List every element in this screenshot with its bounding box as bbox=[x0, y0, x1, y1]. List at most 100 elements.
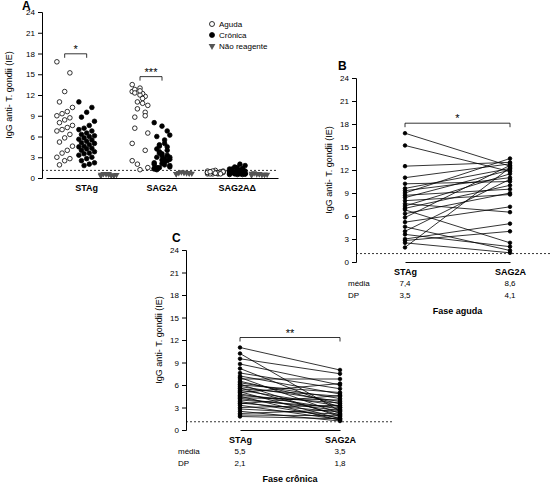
data-point bbox=[338, 417, 342, 421]
tick-label: 18 bbox=[170, 291, 179, 300]
tick-label: 9 bbox=[345, 189, 350, 198]
legend-label: Aguda bbox=[219, 20, 243, 29]
tick: 6 bbox=[31, 133, 42, 142]
tick: 15 bbox=[26, 70, 42, 79]
tick-label: 3 bbox=[175, 404, 180, 413]
data-point bbox=[403, 216, 407, 220]
legend-label: Crônica bbox=[219, 31, 247, 40]
stats-label: DP bbox=[178, 459, 189, 468]
tick-label: 6 bbox=[345, 212, 350, 221]
data-point bbox=[248, 172, 254, 177]
data-point bbox=[508, 251, 512, 255]
tick-label: 21 bbox=[26, 29, 35, 38]
cutoff-line bbox=[186, 421, 392, 422]
tick-mark bbox=[38, 137, 42, 138]
axis-line bbox=[241, 430, 341, 431]
tick: 21 bbox=[26, 29, 42, 38]
data-point bbox=[243, 172, 248, 177]
tick-mark bbox=[352, 239, 356, 240]
data-point bbox=[57, 100, 62, 105]
tick-mark bbox=[38, 54, 42, 55]
data-point bbox=[79, 115, 84, 120]
data-point bbox=[55, 129, 60, 134]
data-point bbox=[157, 151, 162, 156]
data-point bbox=[106, 172, 112, 177]
data-point bbox=[403, 208, 407, 212]
data-point bbox=[65, 109, 70, 114]
data-point bbox=[90, 155, 95, 160]
tick: 9 bbox=[175, 359, 186, 368]
pair-line bbox=[405, 207, 510, 222]
tick-mark bbox=[352, 170, 356, 171]
tick-label: 0 bbox=[175, 426, 180, 435]
data-point bbox=[338, 377, 342, 381]
data-point bbox=[403, 144, 407, 148]
pair-line bbox=[405, 193, 510, 214]
data-point bbox=[508, 241, 512, 245]
data-point bbox=[77, 127, 82, 132]
tick: STAg bbox=[394, 267, 417, 277]
data-point bbox=[62, 136, 67, 141]
data-point bbox=[256, 172, 262, 177]
pair-line bbox=[405, 168, 510, 248]
panel-c: 03691215182124STAgSAG2AIgG anti- T. gond… bbox=[154, 231, 392, 484]
pair-line bbox=[240, 392, 340, 419]
panel-a: 03691215182124STAgSAG2ASAG2AΔIgG anti- T… bbox=[4, 0, 279, 193]
data-point bbox=[111, 173, 117, 178]
x-axis: STAg SAG2A bbox=[229, 431, 356, 446]
data-point bbox=[84, 156, 89, 161]
data-point bbox=[338, 403, 342, 407]
data-point bbox=[508, 191, 512, 195]
data-point bbox=[213, 171, 218, 176]
tick-mark bbox=[182, 363, 186, 364]
tick: SAG2A bbox=[325, 435, 357, 445]
tick: STAg bbox=[229, 435, 252, 445]
pair-line bbox=[240, 379, 340, 380]
cutoff-line bbox=[356, 253, 552, 254]
data-point bbox=[143, 113, 148, 118]
data-point bbox=[232, 171, 237, 176]
panel-label: B bbox=[338, 59, 347, 73]
tick-label: 12 bbox=[26, 91, 35, 100]
axis-line bbox=[47, 178, 279, 179]
tick-label: 9 bbox=[175, 359, 180, 368]
tick: 6 bbox=[175, 381, 186, 390]
data-point bbox=[65, 148, 70, 153]
tick: 0 bbox=[175, 426, 186, 435]
tick-label: 24 bbox=[340, 74, 349, 83]
data-point bbox=[92, 119, 97, 124]
stats-value: 3,5 bbox=[399, 291, 411, 300]
data-point bbox=[70, 144, 75, 149]
pair-line bbox=[405, 170, 510, 198]
pair-line bbox=[240, 384, 340, 393]
tick: 21 bbox=[340, 97, 356, 106]
data-point bbox=[508, 245, 512, 249]
data-point bbox=[157, 144, 162, 149]
data-point bbox=[82, 163, 87, 168]
data-point bbox=[92, 134, 97, 139]
data-point bbox=[261, 173, 267, 178]
tick-label: 18 bbox=[26, 50, 35, 59]
tick-mark bbox=[352, 193, 356, 194]
tick: 18 bbox=[170, 291, 186, 300]
y-axis: 03691215182124 bbox=[340, 74, 356, 267]
data-point bbox=[87, 162, 92, 167]
data-point bbox=[168, 157, 173, 162]
x-axis: STAgSAG2A bbox=[394, 263, 526, 278]
data-point bbox=[92, 141, 97, 146]
data-point bbox=[140, 101, 145, 106]
data-point bbox=[173, 172, 179, 177]
significance-label: *** bbox=[145, 66, 159, 78]
data-point bbox=[130, 82, 135, 87]
pair-line bbox=[240, 410, 340, 414]
data-point bbox=[130, 158, 135, 163]
data-point bbox=[403, 176, 407, 180]
tick-mark bbox=[352, 101, 356, 102]
data-point bbox=[68, 156, 73, 161]
stats-value: 7,4 bbox=[399, 279, 411, 288]
stats-value: 4,1 bbox=[504, 291, 516, 300]
data-point bbox=[403, 182, 407, 186]
pair-line bbox=[405, 227, 510, 251]
data-point bbox=[218, 172, 223, 177]
stats-label: média bbox=[348, 279, 370, 288]
